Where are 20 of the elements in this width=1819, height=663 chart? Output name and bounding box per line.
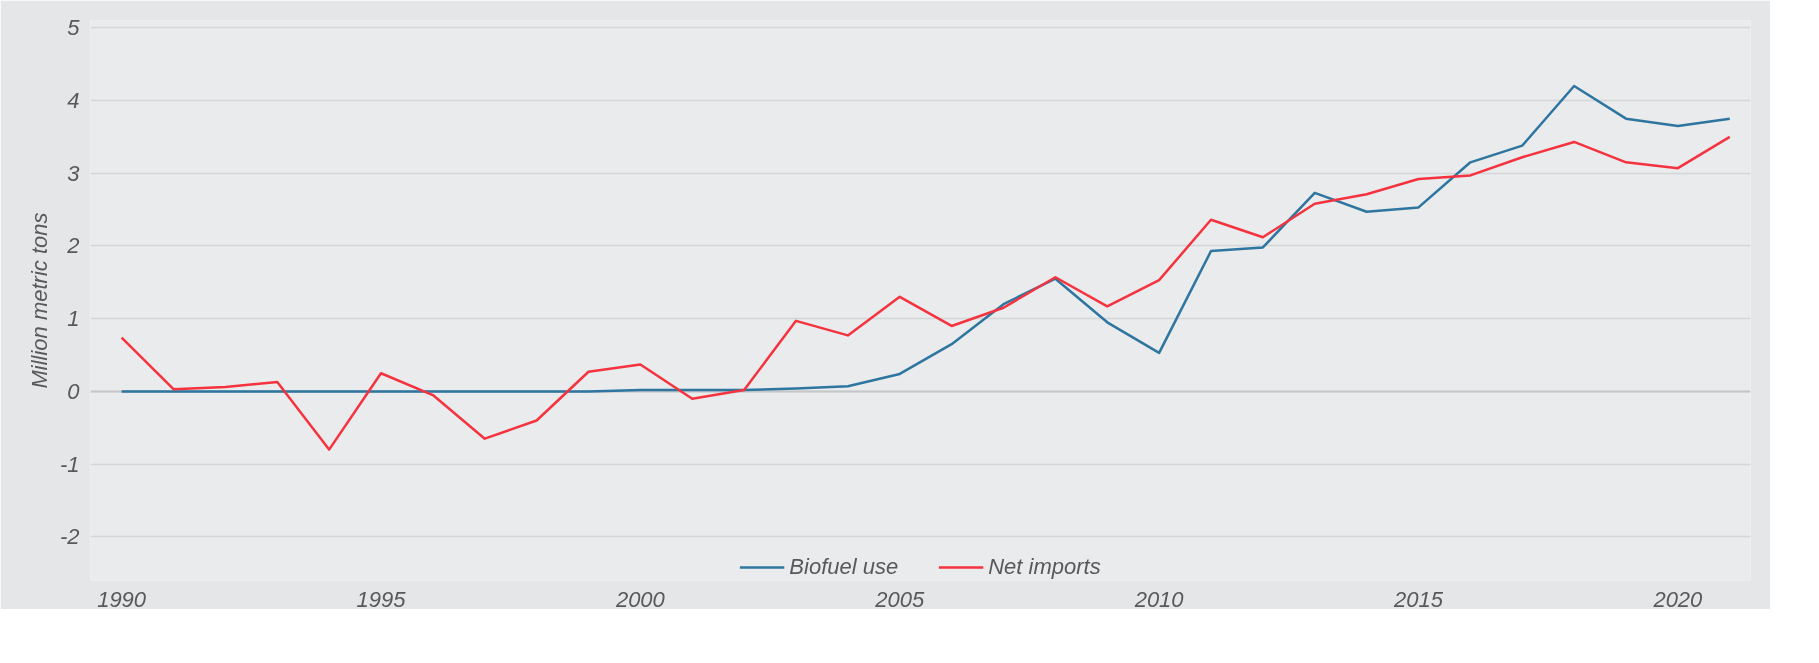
legend-label: Net imports [988, 554, 1101, 580]
y-tick-label: 2 [66, 233, 80, 259]
y-tick-label: -1 [59, 451, 80, 477]
x-tick-label: 2010 [1133, 586, 1185, 612]
x-tick-label: 2020 [1652, 586, 1704, 612]
y-tick-label: 1 [67, 306, 80, 332]
x-tick-label: 2005 [874, 586, 925, 612]
y-tick-label: 0 [67, 378, 81, 404]
y-axis-title: Million metric tons [26, 212, 52, 389]
y-tick-label: 3 [67, 160, 81, 186]
y-tick-label: 4 [67, 88, 80, 113]
line-series [120, 84, 1731, 393]
x-tick-label: 1995 [356, 586, 407, 612]
y-tick-label: 5 [67, 15, 81, 41]
x-tick-label: 2015 [1393, 586, 1444, 612]
y-tick-label: -2 [59, 524, 80, 550]
line-series [120, 135, 1731, 451]
x-tick-label: 2000 [614, 586, 666, 612]
x-tick-label: 1990 [97, 586, 147, 612]
legend-label: Biofuel use [789, 554, 899, 580]
